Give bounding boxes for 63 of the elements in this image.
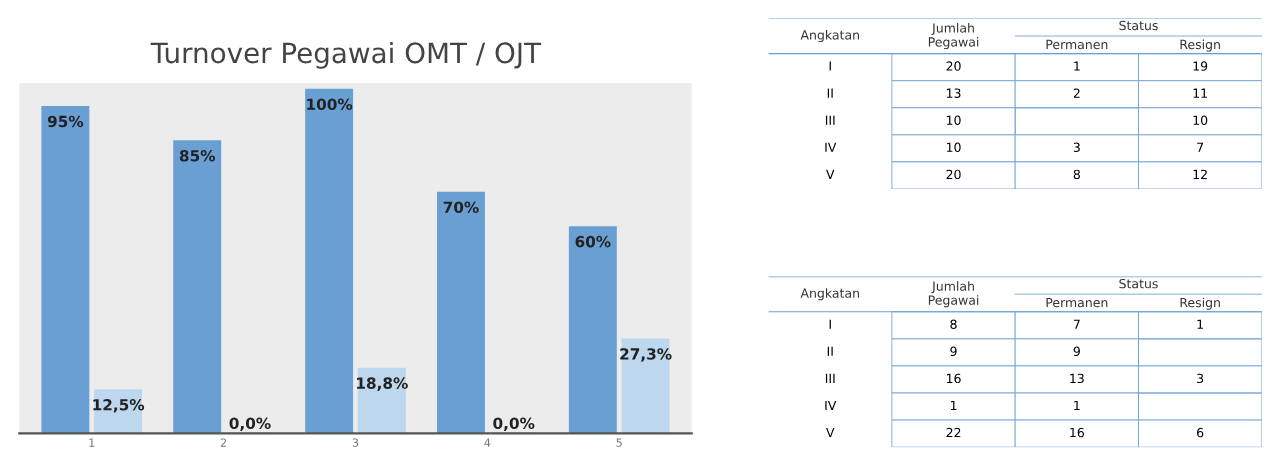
data-label: 70% xyxy=(443,201,479,214)
data-label: 18,8% xyxy=(357,377,408,391)
y-axis-title: Angkatan xyxy=(800,288,859,301)
data-label: 7 xyxy=(1073,319,1080,329)
chart-title: Turnover Pegawai OMT / OJT xyxy=(150,41,542,69)
data-label: 13 xyxy=(946,88,961,98)
data-label: 22 xyxy=(946,427,961,438)
data-label: 10 xyxy=(1193,115,1208,125)
data-label: 3 xyxy=(1073,142,1080,153)
y-tick-label: V xyxy=(826,427,835,438)
text: Status xyxy=(1119,278,1158,289)
x-tick-label: 5 xyxy=(616,438,622,447)
data-label: 27,3% xyxy=(620,348,672,362)
data-label: 100% xyxy=(307,98,353,111)
data-label: 9 xyxy=(950,346,957,357)
y-tick-label: I xyxy=(829,61,831,71)
y-tick-label: IV xyxy=(825,400,837,411)
data-label: 1 xyxy=(1074,400,1080,411)
data-label: 95% xyxy=(47,115,84,128)
y-tick-label: III xyxy=(825,115,835,125)
y-tick-label: II xyxy=(827,88,833,98)
x-tick-label: 1 xyxy=(89,438,95,447)
data-label: 0,0% xyxy=(229,417,271,431)
text: Status xyxy=(1119,20,1158,31)
data-label: 2 xyxy=(1073,88,1080,98)
data-label: 8 xyxy=(1073,169,1080,180)
data-label: 85% xyxy=(179,149,216,162)
x-tick-label: 3 xyxy=(352,438,359,447)
data-label: 20 xyxy=(946,169,961,180)
data-label: 0,0% xyxy=(493,417,535,431)
data-label: 6 xyxy=(1197,427,1204,438)
x-tick-label: 4 xyxy=(484,438,491,447)
y-tick-label: V xyxy=(826,169,835,179)
x-tick-label: Jumlah Pegawai xyxy=(928,281,979,308)
data-label: 13 xyxy=(1070,373,1084,384)
data-label: 10 xyxy=(946,142,961,153)
data-label: 3 xyxy=(1197,373,1204,384)
x-tick-label: 2 xyxy=(220,438,227,447)
data-label: 1 xyxy=(1197,319,1203,329)
y-tick-label: III xyxy=(825,373,835,383)
y-tick-label: I xyxy=(829,319,831,329)
data-label: 60% xyxy=(575,235,611,248)
data-label: 1 xyxy=(1074,61,1080,71)
data-label: 12 xyxy=(1193,169,1207,179)
x-tick-label: Resign xyxy=(1180,297,1220,310)
y-tick-label: IV xyxy=(825,142,837,152)
data-label: 19 xyxy=(1193,61,1208,71)
data-label: 1 xyxy=(950,400,957,411)
data-label: 12,5% xyxy=(93,399,145,413)
data-label: 7 xyxy=(1197,142,1204,152)
x-tick-label: Jumlah Pegawai xyxy=(928,22,979,50)
data-label: 8 xyxy=(950,319,957,329)
data-label: 16 xyxy=(1070,427,1085,438)
data-label: 16 xyxy=(946,373,961,384)
data-label: 11 xyxy=(1193,88,1207,98)
x-tick-label: Resign xyxy=(1180,39,1220,52)
x-tick-label: Permanen xyxy=(1046,39,1108,50)
x-tick-label: Permanen xyxy=(1046,298,1108,308)
data-label: 9 xyxy=(1073,346,1080,357)
y-axis-title: Angkatan xyxy=(800,29,859,43)
y-tick-label: II xyxy=(827,346,833,356)
data-label: 20 xyxy=(946,61,961,71)
data-label: 10 xyxy=(946,115,961,125)
